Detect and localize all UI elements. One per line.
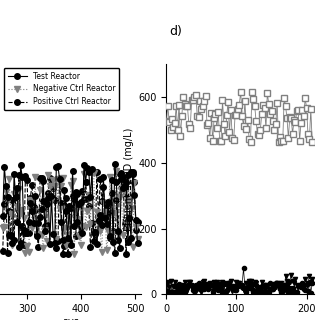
Y-axis label: Effluent sCOD (mg/L): Effluent sCOD (mg/L): [124, 127, 134, 231]
Text: d): d): [170, 25, 182, 38]
Legend: Test Reactor, Negative Ctrl Reactor, Positive Ctrl Reactor: Test Reactor, Negative Ctrl Reactor, Pos…: [4, 68, 119, 110]
X-axis label: ays: ays: [62, 317, 79, 320]
